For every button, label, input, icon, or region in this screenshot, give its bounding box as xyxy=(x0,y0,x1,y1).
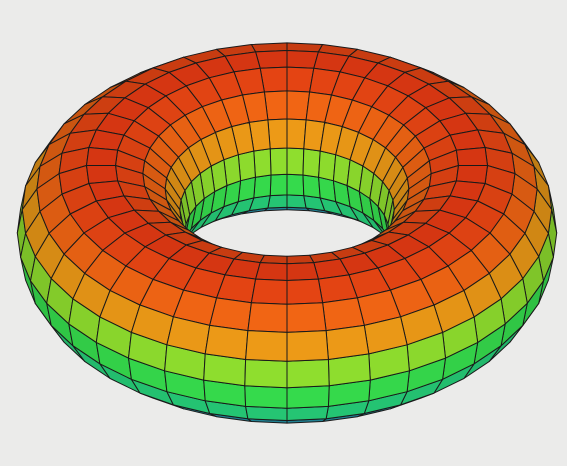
mesh-face xyxy=(245,330,288,362)
mesh-face xyxy=(86,147,119,166)
mesh-face xyxy=(302,148,321,178)
mesh-face xyxy=(286,302,327,333)
mesh-face xyxy=(244,385,288,409)
mesh-face xyxy=(286,385,330,409)
mesh-face xyxy=(267,194,288,209)
mesh-face xyxy=(267,118,288,150)
mesh-face xyxy=(253,148,272,178)
mesh-face xyxy=(253,174,272,199)
mesh-face xyxy=(255,262,288,281)
mesh-face xyxy=(286,278,324,305)
mesh-face xyxy=(286,173,305,197)
mesh-face xyxy=(244,359,288,389)
mesh-face xyxy=(455,165,488,184)
mesh-face xyxy=(204,324,249,360)
mesh-face xyxy=(286,405,329,421)
mesh-face xyxy=(455,147,488,166)
mesh-face xyxy=(286,50,319,69)
mesh-face xyxy=(322,297,365,332)
mesh-face xyxy=(269,173,288,197)
mesh-face xyxy=(325,324,370,360)
mesh-face xyxy=(286,359,330,389)
mesh-face xyxy=(286,147,305,176)
mesh-face xyxy=(250,278,288,305)
mesh-face xyxy=(255,50,288,69)
mesh-face xyxy=(237,150,256,182)
mesh-face xyxy=(209,297,252,332)
mesh-face xyxy=(286,118,307,150)
mesh-face xyxy=(318,150,337,182)
mesh-face xyxy=(302,174,321,199)
mesh-face xyxy=(247,302,288,333)
mesh-face xyxy=(286,194,307,209)
mesh-face xyxy=(86,165,119,184)
mesh-face xyxy=(269,147,288,176)
mesh-face xyxy=(286,330,329,362)
mesh-face xyxy=(286,262,319,281)
mesh-face xyxy=(245,405,288,421)
torus-mesh xyxy=(16,42,558,424)
